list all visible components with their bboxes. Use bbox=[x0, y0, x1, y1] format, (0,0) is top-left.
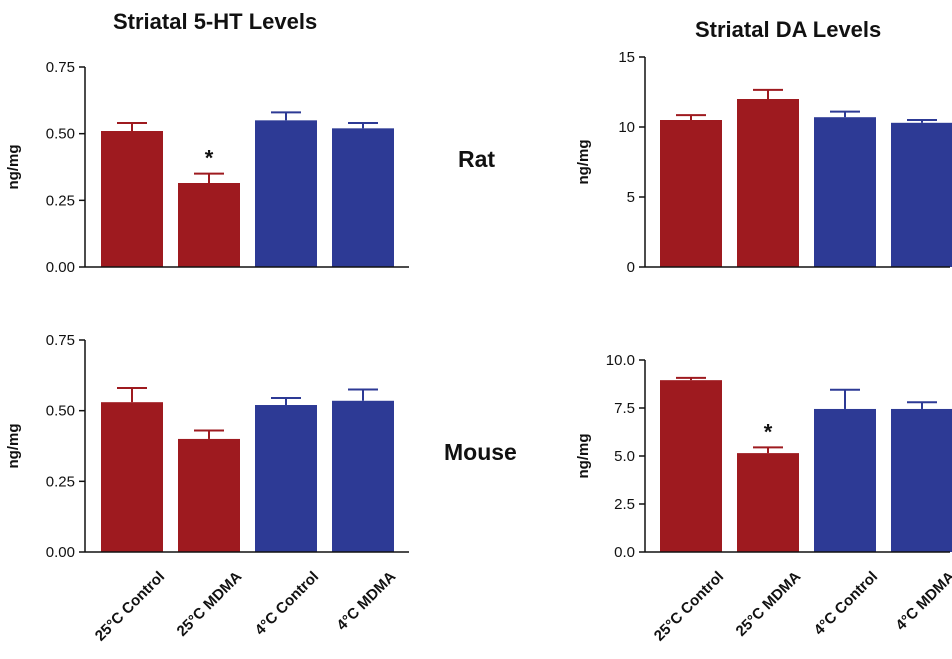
significance-marker: * bbox=[205, 146, 214, 171]
x-tick-label: 25°C MDMA bbox=[174, 568, 246, 640]
y-tick-label: 10.0 bbox=[606, 352, 635, 369]
left-column-title: Striatal 5-HT Levels bbox=[113, 9, 318, 34]
y-tick-label: 0.50 bbox=[46, 126, 75, 143]
x-tick-label: 4°C MDMA bbox=[333, 568, 399, 634]
y-axis-label: ng/mg bbox=[575, 434, 592, 479]
bar bbox=[101, 131, 163, 267]
y-tick-label: 0 bbox=[627, 259, 635, 276]
bar bbox=[891, 408, 952, 552]
y-axis-label: ng/mg bbox=[5, 145, 22, 190]
y-tick-label: 0.00 bbox=[46, 259, 75, 276]
y-tick-label: 10 bbox=[618, 119, 635, 136]
bar bbox=[255, 120, 317, 267]
y-tick-label: 0.75 bbox=[46, 59, 75, 76]
x-tick-label: 4°C Control bbox=[811, 568, 881, 638]
bar bbox=[660, 120, 722, 267]
chart-panel: 0 5 10 15 ng/mg bbox=[575, 49, 952, 276]
bar bbox=[814, 117, 876, 267]
bar bbox=[891, 122, 952, 267]
bar bbox=[814, 408, 876, 552]
chart-panel: 25°C Control 25°C MDMA 4°C Control 4°C MDMA… bbox=[5, 332, 409, 645]
y-tick-label: 5 bbox=[627, 189, 635, 206]
bar bbox=[332, 128, 394, 267]
bar bbox=[660, 380, 722, 552]
y-tick-label: 0.25 bbox=[46, 473, 75, 490]
y-axis-label: ng/mg bbox=[575, 140, 592, 185]
row-label-rat: Rat bbox=[458, 146, 496, 172]
y-tick-label: 7.5 bbox=[614, 400, 635, 417]
row-label-mouse: Mouse bbox=[444, 439, 517, 465]
bar bbox=[101, 402, 163, 552]
bar bbox=[178, 438, 240, 552]
y-tick-label: 0.75 bbox=[46, 332, 75, 349]
y-tick-label: 0.0 bbox=[614, 544, 635, 561]
x-tick-label: 4°C MDMA bbox=[892, 568, 952, 634]
y-tick-label: 0.00 bbox=[46, 544, 75, 561]
bar bbox=[737, 99, 799, 267]
x-tick-label: 25°C Control bbox=[92, 568, 168, 644]
y-axis-label: ng/mg bbox=[5, 424, 22, 469]
bar bbox=[332, 400, 394, 552]
right-column-title: Striatal DA Levels bbox=[695, 17, 882, 42]
x-tick-label: 25°C MDMA bbox=[733, 568, 805, 640]
y-tick-label: 0.50 bbox=[46, 403, 75, 420]
y-tick-label: 0.25 bbox=[46, 192, 75, 209]
x-tick-label: 4°C Control bbox=[252, 568, 322, 638]
y-tick-label: 15 bbox=[618, 49, 635, 66]
y-tick-label: 2.5 bbox=[614, 496, 635, 513]
x-tick-label: 25°C Control bbox=[651, 568, 727, 644]
chart-panel: * 0.00 0.25 0.50 0.75 ng/mg bbox=[5, 59, 409, 276]
bar bbox=[737, 453, 799, 552]
bar bbox=[178, 183, 240, 267]
significance-marker: * bbox=[764, 419, 773, 444]
bar bbox=[255, 405, 317, 552]
chart-panel: 25°C Control * 25°C MDMA 4°C Control 4°C MDM… bbox=[575, 352, 952, 645]
y-tick-label: 5.0 bbox=[614, 448, 635, 465]
